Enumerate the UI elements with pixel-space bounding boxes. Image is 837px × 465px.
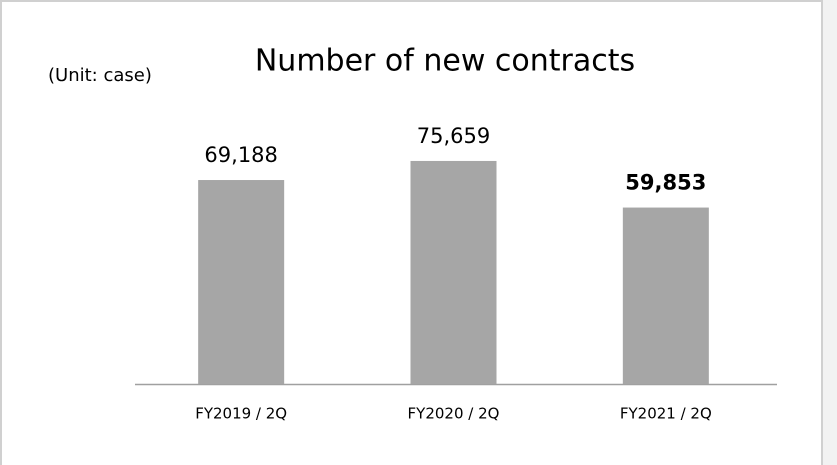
data-label: 69,188 [204,143,277,167]
x-tick-label: FY2020 / 2Q [408,405,500,423]
chart-subtitle: (Unit: case) [48,65,152,86]
bar [622,207,709,384]
chart-title: Number of new contracts [255,44,635,79]
x-tick-label: FY2021 / 2Q [620,405,712,423]
data-label: 59,853 [625,171,706,195]
x-tick-label: FY2019 / 2Q [195,405,287,423]
bar [198,180,285,384]
bar [410,160,497,384]
data-label: 75,659 [417,124,490,148]
